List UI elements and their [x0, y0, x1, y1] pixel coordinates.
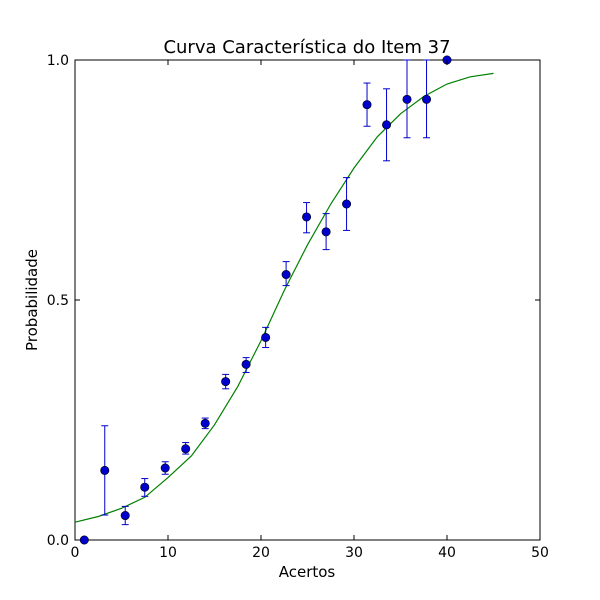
data-point: [160, 463, 170, 473]
x-axis-label: Acertos: [279, 563, 336, 581]
chart-title: Curva Característica do Item 37: [163, 37, 450, 58]
data-point: [181, 444, 191, 454]
data-point: [100, 465, 110, 475]
data-point: [362, 100, 372, 110]
data-point: [241, 359, 251, 369]
data-point: [140, 482, 150, 492]
data-point: [221, 377, 231, 387]
data-point: [321, 227, 331, 237]
data-points-layer: [79, 55, 452, 545]
x-tick-label: 30: [345, 545, 363, 561]
y-tick-label: 1.0: [47, 53, 69, 69]
data-point: [281, 270, 291, 280]
y-tick-label: 0.5: [47, 293, 69, 309]
data-point: [79, 535, 89, 545]
y-axis-label: Probabilidade: [23, 249, 41, 351]
y-axis-ticks: 0.0 0.5 1.0: [47, 53, 540, 549]
plot-frame: [74, 59, 541, 541]
data-point: [200, 418, 210, 428]
data-point: [342, 199, 352, 209]
x-tick-label: 10: [159, 545, 177, 561]
data-point: [382, 120, 392, 130]
data-point: [302, 212, 312, 222]
x-tick-label: 50: [531, 545, 549, 561]
y-tick-label: 0.0: [47, 533, 69, 549]
data-point: [402, 94, 412, 104]
data-point: [261, 332, 271, 342]
data-point: [422, 94, 432, 104]
data-point: [120, 511, 130, 521]
x-tick-label: 0: [71, 545, 80, 561]
x-axis-ticks: 0 10 20 30 40 50: [71, 60, 549, 561]
x-tick-label: 20: [252, 545, 270, 561]
x-tick-label: 40: [438, 545, 456, 561]
